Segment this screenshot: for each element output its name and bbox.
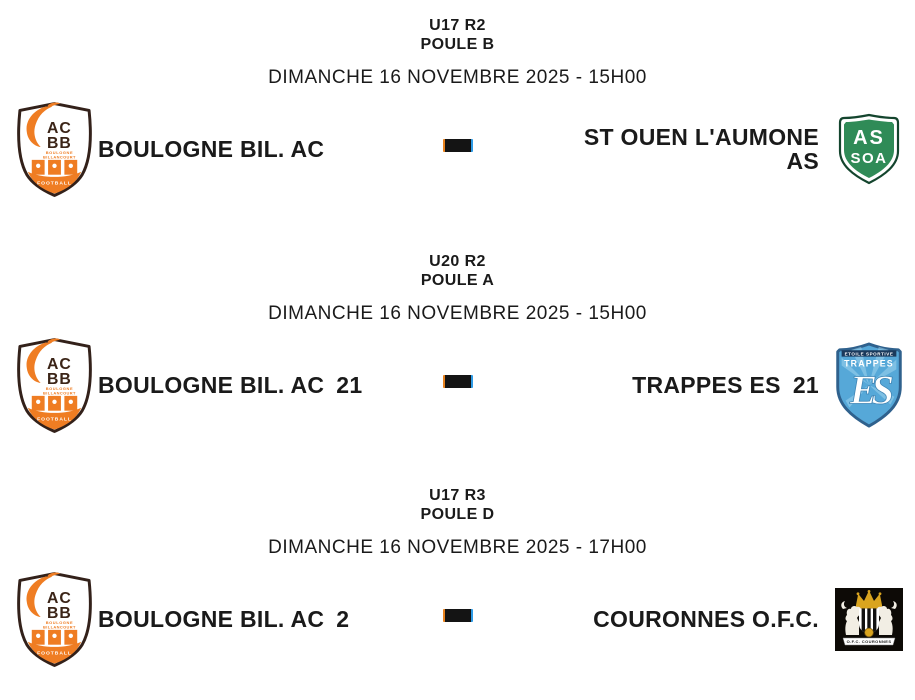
competition-title: U17 R3 POULE D [0, 486, 915, 524]
score-separator-icon [442, 374, 473, 388]
match-row: BOULOGNE BIL. AC ST OUEN L'AUMONE AS [0, 99, 915, 199]
competition-division: U20 R2 [429, 253, 486, 270]
competition-poule: POULE B [420, 36, 495, 53]
trappes-es-crest [833, 342, 905, 428]
couronnes-ofc-crest [835, 588, 903, 651]
away-team-line1: COURONNES O.F.C. [473, 607, 820, 631]
away-team-line1: ST OUEN L'AUMONE [473, 125, 820, 149]
away-team-line2: AS [786, 148, 819, 174]
home-team-label: BOULOGNE BIL. AC [98, 136, 325, 162]
match-section-1: U17 R2 POULE B DIMANCHE 16 NOVEMBRE 2025… [0, 16, 915, 199]
away-team-name: ST OUEN L'AUMONE AS [473, 125, 820, 173]
match-row: BOULOGNE BIL. AC 21 TRAPPES ES 21 [0, 335, 915, 435]
match-section-3: U17 R3 POULE D DIMANCHE 16 NOVEMBRE 2025… [0, 486, 915, 669]
away-crest-cell [819, 588, 915, 651]
competition-division: U17 R2 [429, 17, 486, 34]
home-crest-cell [0, 101, 96, 198]
match-datetime: DIMANCHE 16 NOVEMBRE 2025 - 15H00 [268, 67, 647, 88]
acbb-crest [13, 337, 96, 434]
home-team-number: 2 [336, 606, 350, 632]
away-team-label: COURONNES O.F.C. [593, 606, 819, 632]
match-datetime: DIMANCHE 16 NOVEMBRE 2025 - 17H00 [268, 537, 647, 558]
home-team-label: BOULOGNE BIL. AC [98, 372, 325, 398]
match-datetime: DIMANCHE 16 NOVEMBRE 2025 - 15H00 [268, 303, 647, 324]
away-team-number: 21 [792, 372, 819, 398]
home-team-number: 21 [336, 372, 363, 398]
away-team-line1: TRAPPES ES 21 [473, 373, 820, 397]
home-team-name: BOULOGNE BIL. AC 2 [96, 607, 443, 631]
away-team-name: COURONNES O.F.C. [473, 607, 820, 631]
score-separator-icon [442, 138, 473, 152]
st-ouen-aumone-crest [837, 113, 901, 185]
home-crest-cell [0, 337, 96, 434]
competition-title: U17 R2 POULE B [0, 16, 915, 54]
competition-title: U20 R2 POULE A [0, 252, 915, 290]
match-section-2: U20 R2 POULE A DIMANCHE 16 NOVEMBRE 2025… [0, 252, 915, 435]
competition-poule: POULE A [420, 272, 495, 289]
competition-division: U17 R3 [429, 487, 486, 504]
competition-poule: POULE D [420, 506, 495, 523]
match-row: BOULOGNE BIL. AC 2 COURONNES O.F.C. [0, 569, 915, 669]
away-team-label: TRAPPES ES [632, 372, 781, 398]
home-crest-cell [0, 571, 96, 668]
score-separator-icon [442, 608, 473, 622]
home-team-name: BOULOGNE BIL. AC 21 [96, 373, 443, 397]
away-crest-cell [819, 113, 915, 185]
away-crest-cell [819, 342, 915, 428]
away-team-label: ST OUEN L'AUMONE [583, 124, 819, 150]
acbb-crest [13, 101, 96, 198]
acbb-crest [13, 571, 96, 668]
home-team-label: BOULOGNE BIL. AC [98, 606, 325, 632]
away-team-name: TRAPPES ES 21 [473, 373, 820, 397]
home-team-name: BOULOGNE BIL. AC [96, 137, 443, 161]
